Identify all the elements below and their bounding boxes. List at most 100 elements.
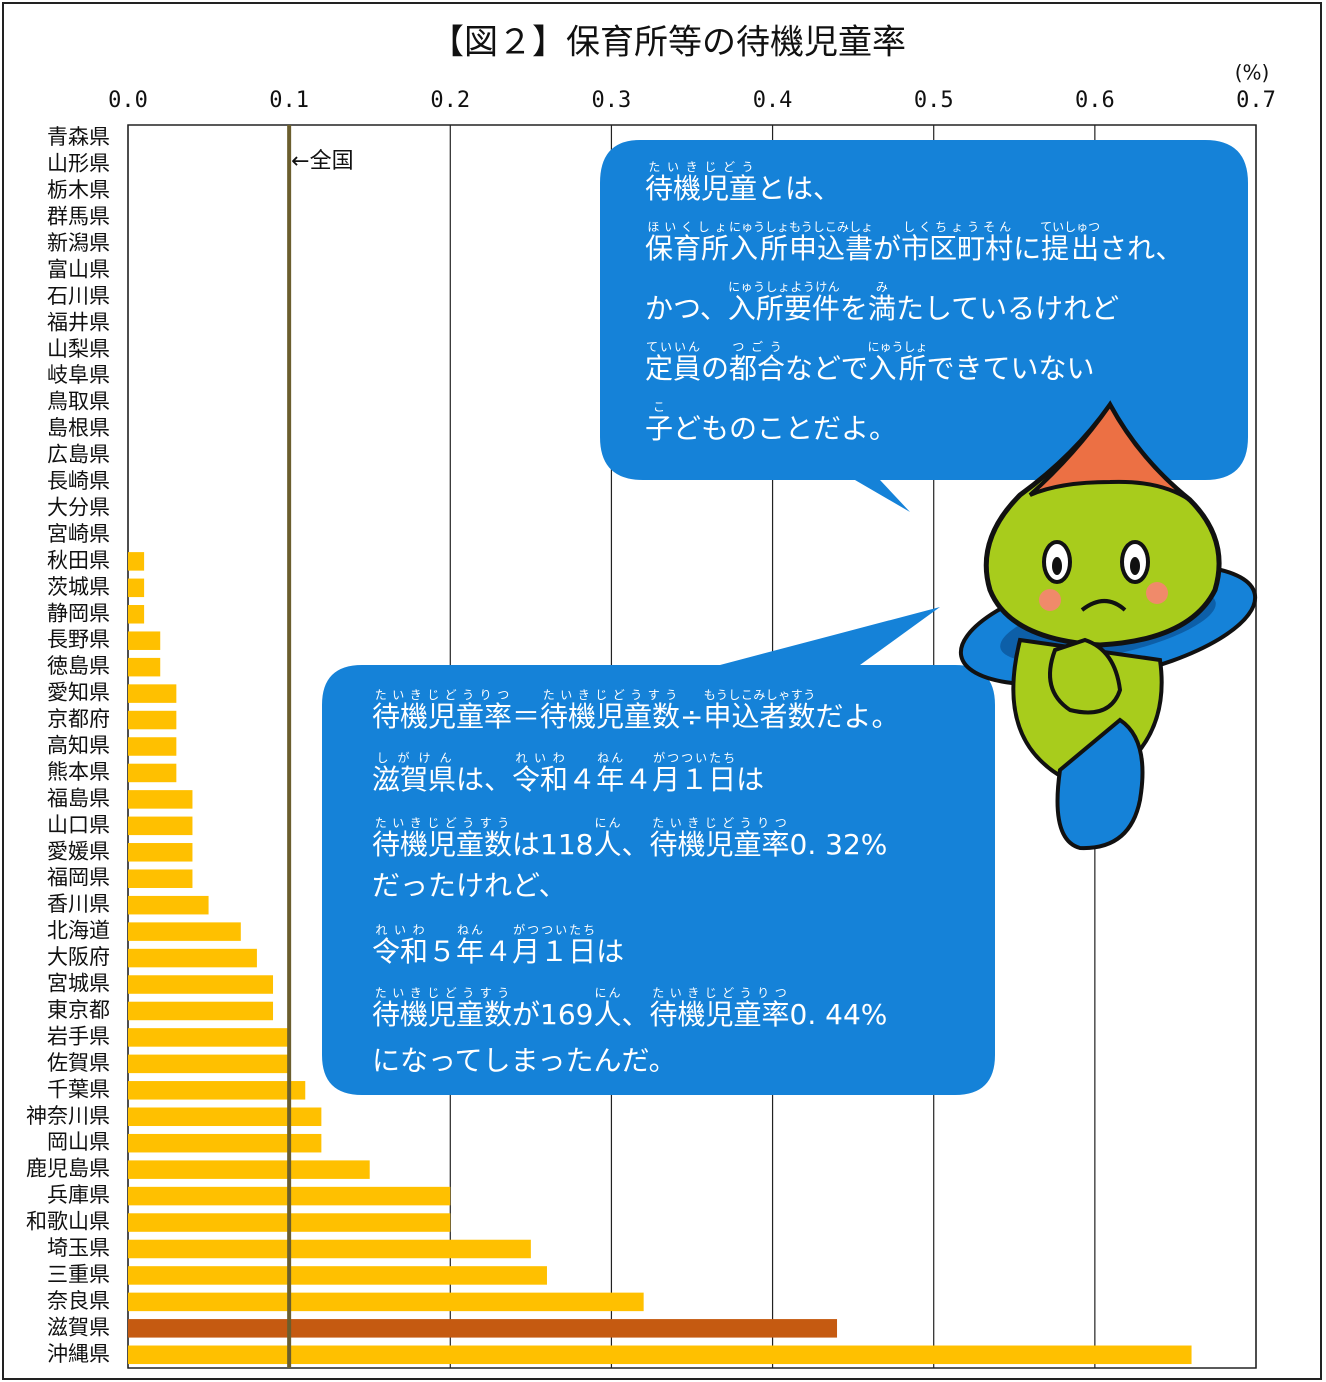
bar bbox=[128, 949, 257, 968]
ruby-word: 子こ bbox=[645, 412, 673, 445]
y-tick-label: 山形県 bbox=[47, 152, 110, 176]
ruby-text: ねん bbox=[456, 923, 484, 937]
text-segment: 、 bbox=[621, 828, 649, 861]
bubble-line: 令和れいわ５年ねん４月１日がつついたちは bbox=[372, 923, 624, 968]
ruby-base: 定員 bbox=[645, 352, 701, 385]
y-tick-label: 石川県 bbox=[47, 284, 110, 308]
bar bbox=[128, 1107, 321, 1126]
ruby-word: 年ねん bbox=[596, 763, 624, 796]
ruby-word: 入所にゅうしょ bbox=[729, 232, 789, 265]
ruby-base: 市区町村 bbox=[901, 232, 1013, 265]
ruby-text: たいきじどうすう bbox=[540, 688, 680, 702]
y-tick-label: 徳島県 bbox=[47, 654, 110, 678]
bar bbox=[128, 843, 192, 862]
y-tick-label: 福岡県 bbox=[47, 866, 110, 890]
x-tick-label: 0.4 bbox=[753, 88, 793, 113]
ruby-word: 定員ていいん bbox=[645, 352, 701, 385]
bar bbox=[128, 1293, 644, 1312]
bubble-line: 待機児童たいきじどうとは、 bbox=[645, 160, 841, 205]
ruby-base: 子 bbox=[645, 412, 673, 445]
text-segment: ４ bbox=[568, 763, 596, 796]
ruby-text: にゅうしょようけん bbox=[728, 280, 840, 294]
x-tick-label: 0.7 bbox=[1236, 88, 1276, 113]
bar bbox=[128, 1081, 305, 1100]
bar bbox=[128, 1160, 370, 1179]
ruby-base: 令和 bbox=[372, 935, 428, 968]
y-tick-label: 香川県 bbox=[47, 892, 110, 916]
ruby-word: 年ねん bbox=[456, 935, 484, 968]
text-segment: 0. 44% bbox=[790, 998, 888, 1031]
ruby-text: ほいくしょ bbox=[645, 220, 729, 234]
bar bbox=[128, 975, 273, 994]
x-tick-label: 0.5 bbox=[914, 88, 954, 113]
y-tick-label: 長崎県 bbox=[47, 469, 110, 493]
y-tick-label: 神奈川県 bbox=[26, 1104, 110, 1128]
ruby-text: こ bbox=[645, 400, 673, 414]
bubble-line: 定員ていいんの都合つごうなどで入所にゅうしょできていない bbox=[645, 340, 1095, 385]
unit-label: (%) bbox=[1235, 61, 1270, 85]
ruby-base: 月１日 bbox=[512, 935, 596, 968]
ruby-word: 待機児童数たいきじどうすう bbox=[540, 700, 680, 733]
x-tick-label: 0.0 bbox=[108, 88, 148, 113]
y-tick-label: 愛媛県 bbox=[47, 839, 110, 863]
ruby-word: 入所要件にゅうしょようけん bbox=[728, 292, 840, 325]
y-tick-label: 京都府 bbox=[47, 707, 110, 731]
y-tick-label: 北海道 bbox=[47, 919, 110, 943]
text-segment: ＝ bbox=[512, 700, 540, 733]
y-tick-label: 山梨県 bbox=[47, 337, 110, 361]
bar bbox=[128, 817, 192, 836]
y-tick-label: 福井県 bbox=[47, 310, 110, 334]
ruby-word: 提出ていしゅつ bbox=[1041, 232, 1099, 265]
ruby-word: 満み bbox=[868, 292, 896, 325]
bubble-line: 待機児童数たいきじどうすうは118人にん、待機児童率たいきじどうりつ0. 32% bbox=[372, 816, 887, 861]
text-segment: とは、 bbox=[757, 172, 841, 205]
text-segment: に bbox=[1013, 232, 1041, 265]
bubble-line: 待機児童率たいきじどうりつ＝待機児童数たいきじどうすう÷申込者数もうしこみしゃす… bbox=[372, 688, 900, 733]
ruby-text: れいわ bbox=[512, 751, 568, 765]
y-tick-label: 東京都 bbox=[47, 998, 110, 1022]
ruby-text: もうしこみしょ bbox=[789, 220, 873, 234]
ruby-text: たいきじどうりつ bbox=[650, 986, 790, 1000]
text-segment: などで bbox=[785, 352, 868, 385]
ruby-text: み bbox=[868, 280, 896, 294]
y-tick-label: 新潟県 bbox=[47, 231, 110, 255]
ruby-text: ねん bbox=[596, 751, 624, 765]
ruby-base: 満 bbox=[868, 292, 896, 325]
chart-title: 【図２】保育所等の待機児童率 bbox=[430, 23, 906, 63]
y-tick-label: 青森県 bbox=[47, 125, 110, 149]
ruby-base: 待機児童率 bbox=[372, 700, 512, 733]
ruby-base: 申込書 bbox=[789, 232, 873, 265]
y-tick-label: 山口県 bbox=[47, 813, 110, 837]
y-tick-label: 鹿児島県 bbox=[26, 1157, 110, 1181]
bar bbox=[128, 631, 160, 650]
ruby-base: 申込者数 bbox=[704, 700, 816, 733]
ruby-word: 待機児童たいきじどう bbox=[645, 172, 757, 205]
bubble-line: 保育所ほいくしょ入所にゅうしょ申込書もうしこみしょが市区町村しくちょうそんに提出… bbox=[645, 220, 1183, 265]
ruby-base: 待機児童数 bbox=[540, 700, 680, 733]
text-segment: は bbox=[596, 935, 624, 968]
bar bbox=[128, 1055, 289, 1074]
ruby-base: 令和 bbox=[512, 763, 568, 796]
ruby-base: 人 bbox=[593, 998, 621, 1031]
ruby-word: 待機児童率たいきじどうりつ bbox=[650, 998, 790, 1031]
text-segment: の bbox=[701, 352, 729, 385]
ruby-base: 月１日 bbox=[652, 763, 736, 796]
bar bbox=[128, 711, 176, 730]
bar bbox=[128, 552, 144, 571]
ruby-text: にん bbox=[593, 816, 621, 830]
text-segment: は bbox=[736, 763, 764, 796]
bar bbox=[128, 1319, 837, 1338]
ruby-text: ていしゅつ bbox=[1040, 220, 1100, 234]
y-tick-label: 滋賀県 bbox=[47, 1315, 110, 1339]
y-tick-label: 鳥取県 bbox=[47, 390, 110, 414]
ruby-text: たいきじどうすう bbox=[372, 816, 512, 830]
ruby-word: 月１日がつついたち bbox=[512, 935, 596, 968]
page: 【図２】保育所等の待機児童率 (%) 0.00.10.20.30.40.50.6… bbox=[0, 0, 1326, 1382]
text-segment: ４ bbox=[624, 763, 652, 796]
ruby-word: 待機児童率たいきじどうりつ bbox=[372, 700, 512, 733]
ruby-base: 保育所 bbox=[645, 232, 729, 265]
bubble-line: かつ、入所要件にゅうしょようけんを満みたしているけれど bbox=[645, 280, 1119, 325]
text-segment: は、 bbox=[456, 763, 512, 796]
bubble-line: 子こどものことだよ。 bbox=[645, 400, 897, 445]
ruby-word: 保育所ほいくしょ bbox=[645, 232, 729, 265]
